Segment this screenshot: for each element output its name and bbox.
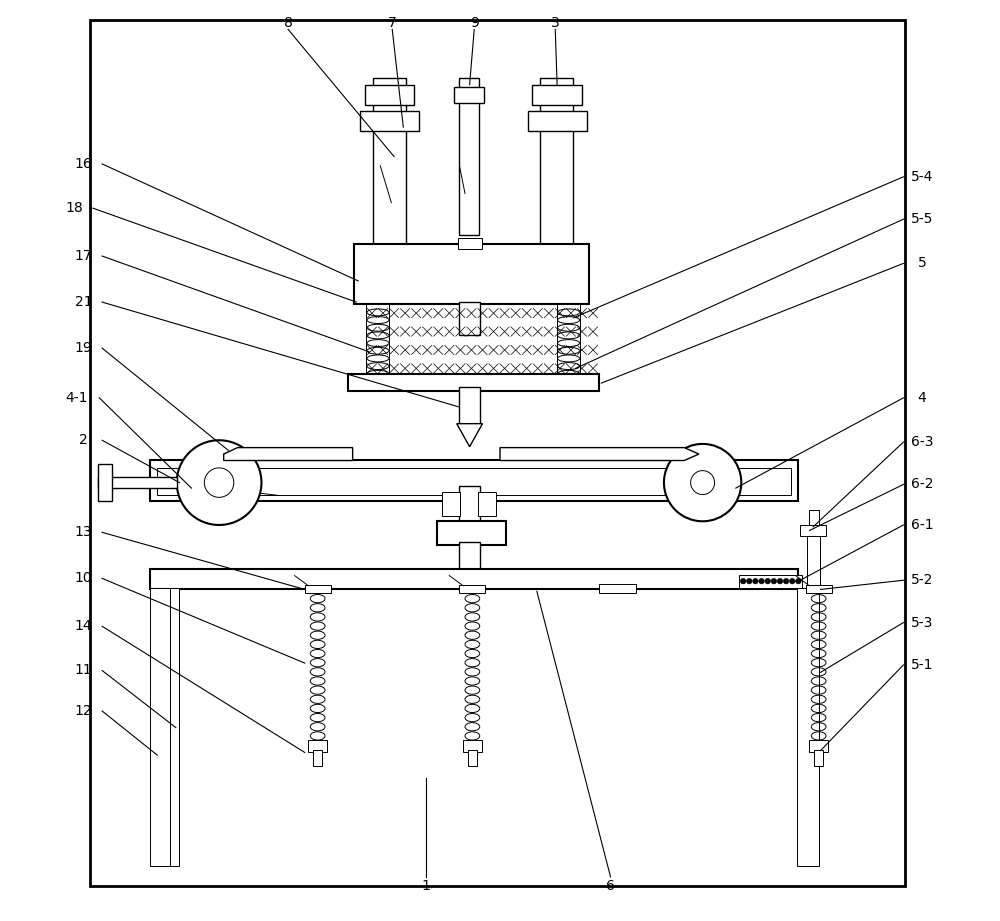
Text: 5-1: 5-1	[911, 658, 933, 672]
Bar	[809, 510, 819, 525]
Text: 4-1: 4-1	[65, 391, 88, 405]
Bar	[809, 740, 828, 752]
Bar	[157, 468, 791, 495]
Text: 12: 12	[75, 704, 93, 718]
Bar	[373, 78, 406, 249]
Bar	[305, 585, 331, 593]
Text: 6-2: 6-2	[911, 477, 933, 492]
Text: 4: 4	[917, 391, 926, 405]
Text: 14: 14	[75, 619, 93, 634]
Bar	[459, 486, 480, 525]
Bar	[308, 740, 327, 752]
Bar	[540, 78, 573, 249]
Text: 6-1: 6-1	[911, 518, 933, 532]
Circle shape	[771, 578, 777, 584]
Text: 19: 19	[75, 341, 93, 356]
Circle shape	[664, 444, 741, 521]
Text: 21: 21	[75, 295, 93, 309]
Circle shape	[204, 468, 234, 497]
Bar	[557, 304, 580, 378]
Bar	[814, 750, 823, 766]
Polygon shape	[500, 448, 699, 460]
Bar	[98, 464, 112, 501]
Circle shape	[740, 578, 746, 584]
Bar	[459, 387, 480, 424]
Text: 3: 3	[551, 16, 560, 30]
Bar	[459, 302, 480, 335]
Bar	[442, 492, 460, 516]
Bar	[454, 87, 484, 103]
Bar	[698, 450, 713, 458]
Bar	[478, 492, 496, 516]
Circle shape	[783, 578, 789, 584]
Text: 5-5: 5-5	[911, 212, 933, 227]
Text: 9: 9	[470, 16, 479, 30]
Text: 8: 8	[284, 16, 293, 30]
Bar	[348, 374, 599, 391]
Text: 18: 18	[66, 201, 83, 216]
Bar	[532, 85, 582, 105]
Bar	[807, 530, 820, 589]
Text: 13: 13	[75, 525, 93, 540]
Bar	[459, 585, 485, 593]
Bar	[360, 111, 419, 131]
Bar	[806, 585, 832, 593]
Polygon shape	[224, 448, 353, 460]
Bar	[458, 238, 482, 249]
Bar	[354, 244, 589, 304]
Text: 10: 10	[75, 571, 93, 586]
Bar	[98, 477, 177, 488]
Bar	[463, 740, 482, 752]
Bar	[223, 450, 238, 458]
Circle shape	[177, 440, 261, 525]
Circle shape	[796, 578, 801, 584]
Bar	[150, 569, 798, 589]
Text: 7: 7	[388, 16, 397, 30]
Circle shape	[691, 471, 715, 495]
Bar	[459, 78, 479, 235]
Text: 6: 6	[606, 879, 615, 893]
Bar	[366, 304, 389, 378]
Text: 1: 1	[422, 879, 431, 893]
Bar	[150, 588, 170, 866]
Bar	[365, 85, 414, 105]
Text: 6-3: 6-3	[911, 435, 933, 449]
Text: 16: 16	[75, 157, 93, 171]
Circle shape	[759, 578, 764, 584]
Bar	[150, 460, 798, 501]
Bar	[739, 575, 802, 588]
Text: 5-3: 5-3	[911, 615, 933, 630]
Text: 17: 17	[75, 249, 93, 263]
Circle shape	[777, 578, 783, 584]
Polygon shape	[457, 424, 483, 447]
Text: 11: 11	[75, 663, 93, 678]
Circle shape	[747, 578, 752, 584]
Bar	[437, 521, 506, 545]
Text: 2: 2	[79, 433, 88, 448]
Bar	[800, 525, 826, 536]
Circle shape	[765, 578, 770, 584]
Circle shape	[753, 578, 758, 584]
Bar	[599, 584, 636, 593]
Bar	[797, 588, 819, 866]
Text: 5: 5	[917, 256, 926, 271]
Bar	[468, 750, 477, 766]
Bar	[90, 20, 905, 886]
Bar	[170, 588, 179, 866]
Text: 5-4: 5-4	[911, 169, 933, 184]
Circle shape	[790, 578, 795, 584]
Bar	[313, 750, 322, 766]
Text: 5-2: 5-2	[911, 573, 933, 588]
Bar	[528, 111, 587, 131]
Bar	[459, 542, 480, 569]
